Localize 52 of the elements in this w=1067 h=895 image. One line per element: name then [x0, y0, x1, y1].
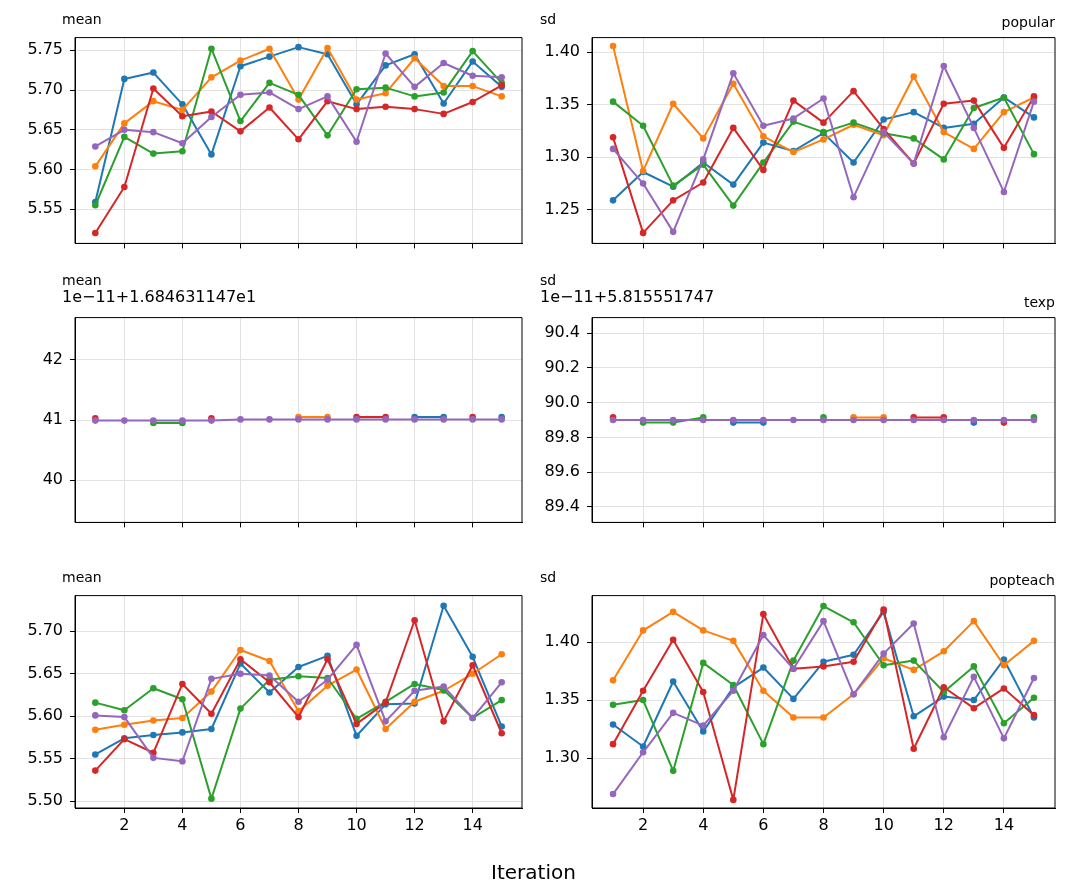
- y-axis-title: mean: [62, 272, 102, 288]
- chart-title: popular: [1001, 14, 1055, 30]
- x-axis-title: Iteration: [490, 860, 577, 884]
- x-tick-label: 4: [177, 814, 188, 834]
- y-tick-label: 1.40: [544, 631, 580, 651]
- x-tick-label: 2: [119, 814, 130, 834]
- y-axis-title: mean: [62, 11, 102, 27]
- chart-title: texp: [1023, 294, 1055, 310]
- y-axis-title: sd: [540, 272, 557, 288]
- y-tick-label: 5.60: [27, 705, 63, 725]
- y-tick-label: 5.55: [27, 198, 63, 218]
- y-tick-label: 1.30: [544, 146, 580, 166]
- x-tick-label: 4: [698, 814, 709, 834]
- y-tick-label: 5.75: [27, 39, 63, 59]
- text: 1e−11+1.684631147e1: [62, 287, 257, 306]
- y-tick-label: 1.35: [544, 93, 580, 113]
- text: 1e−11+5.815551747: [540, 287, 715, 306]
- x-tick-label: 12: [404, 814, 425, 834]
- x-tick-label: 8: [818, 814, 829, 834]
- y-tick-label: 41: [42, 409, 63, 429]
- y-tick-label: 1.40: [544, 41, 580, 61]
- y-tick-label: 5.70: [27, 79, 63, 99]
- y-tick-label: 89.8: [544, 426, 580, 446]
- y-axis-title: mean: [62, 569, 102, 585]
- y-tick-label: 42: [42, 348, 63, 368]
- y-tick-label: 5.50: [27, 790, 63, 810]
- y-tick-label: 90.2: [544, 357, 580, 377]
- x-tick-label: 12: [933, 814, 954, 834]
- x-tick-label: 6: [235, 814, 246, 834]
- x-tick-label: 6: [758, 814, 769, 834]
- y-axis-title: sd: [540, 11, 557, 27]
- y-tick-label: 5.55: [27, 747, 63, 767]
- y-tick-label: 5.65: [27, 118, 63, 138]
- x-tick-label: 8: [293, 814, 304, 834]
- y-tick-label: 90.0: [544, 391, 580, 411]
- y-tick-label: 89.4: [544, 495, 580, 515]
- y-tick-label: 90.4: [544, 322, 580, 342]
- x-tick-label: 10: [346, 814, 367, 834]
- y-tick-label: 5.65: [27, 662, 63, 682]
- y-tick-label: 40: [42, 469, 63, 489]
- x-tick-label: 14: [462, 814, 483, 834]
- x-tick-label: 10: [873, 814, 894, 834]
- y-tick-label: 89.6: [544, 461, 580, 481]
- y-tick-label: 1.30: [544, 747, 580, 767]
- chart-title: popteach: [989, 572, 1055, 588]
- x-tick-label: 2: [638, 814, 649, 834]
- y-axis-title: sd: [540, 569, 557, 585]
- y-tick-label: 5.60: [27, 158, 63, 178]
- y-tick-label: 1.25: [544, 198, 580, 218]
- y-tick-label: 5.70: [27, 620, 63, 640]
- x-tick-label: 14: [993, 814, 1015, 834]
- y-tick-label: 1.35: [544, 689, 580, 709]
